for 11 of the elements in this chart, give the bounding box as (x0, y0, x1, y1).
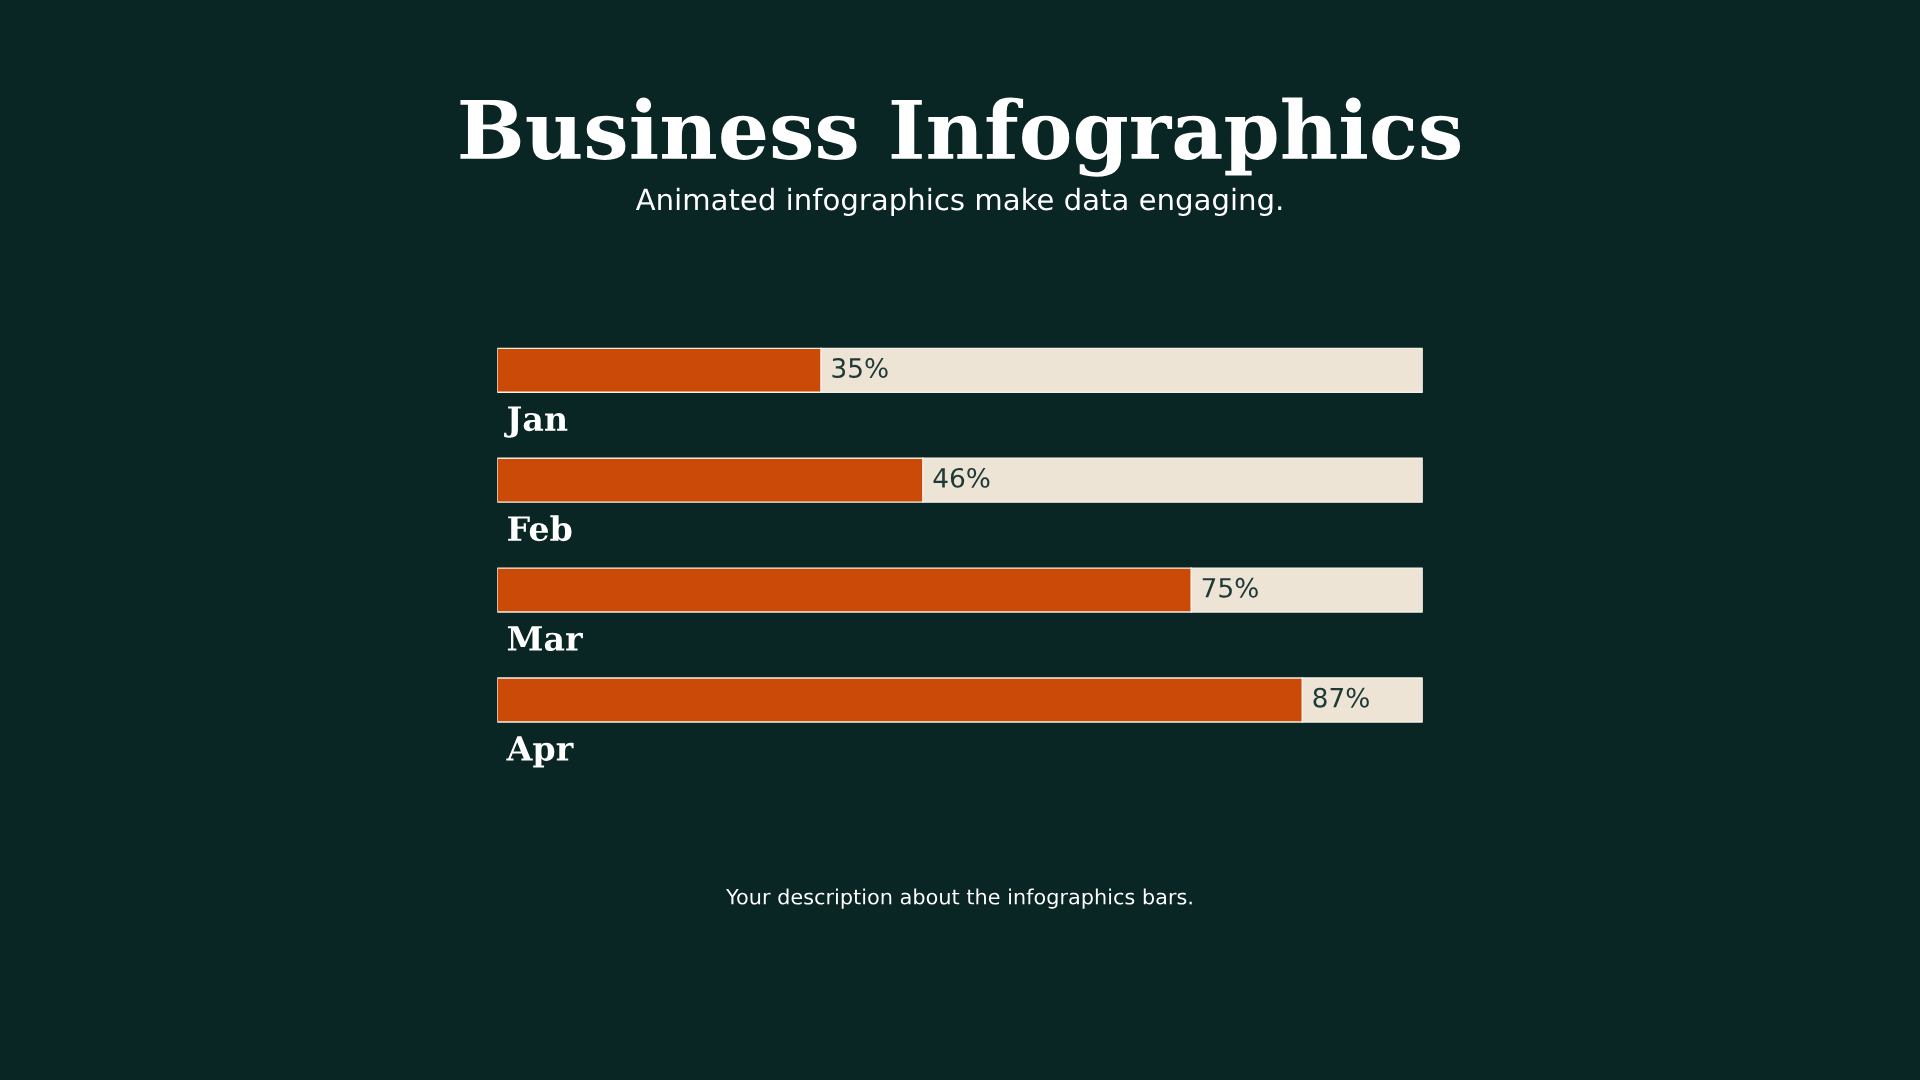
chart-subtitle: Animated infographics make data engaging. (635, 187, 1282, 217)
data-label: 46% (933, 467, 990, 488)
y-tick-label: Jan (504, 406, 568, 438)
chart-title: Business Infographics (460, 97, 1461, 177)
data-label: 35% (832, 358, 888, 378)
text: Your description about the infographics bars. (726, 888, 1192, 909)
y-tick-label: Feb (508, 515, 572, 542)
data-label: 87% (1313, 687, 1369, 708)
y-tick-label: Apr (506, 736, 574, 768)
y-tick-label: Mar (507, 626, 583, 652)
data-label: 75% (1202, 577, 1258, 598)
